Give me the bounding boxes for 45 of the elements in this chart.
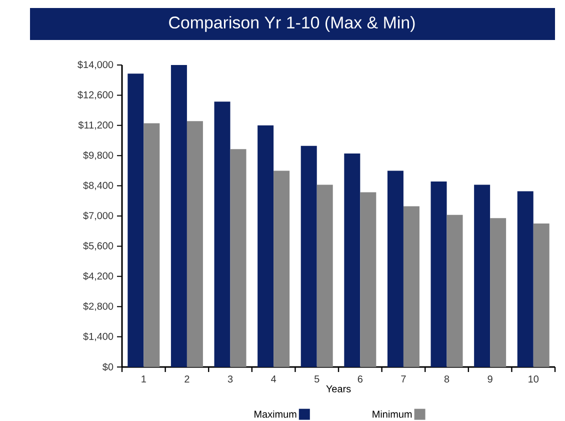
x-axis-title: Years xyxy=(326,385,351,392)
x-tick-label: 8 xyxy=(444,376,450,383)
y-tick-label: $0 xyxy=(102,362,114,372)
bar xyxy=(517,191,534,367)
y-tick-label: $11,200 xyxy=(78,121,114,130)
bar xyxy=(387,170,404,367)
bar xyxy=(128,74,144,367)
y-tick-label: $12,600 xyxy=(78,90,114,100)
x-tick-label: 2 xyxy=(184,376,190,382)
bar xyxy=(430,181,447,367)
bar xyxy=(360,192,376,367)
legend-label: Minimum xyxy=(372,410,412,418)
y-tick-label: $1,400 xyxy=(83,332,114,342)
x-tick-label: 5 xyxy=(314,376,320,382)
bar xyxy=(344,153,360,367)
bar xyxy=(186,121,203,367)
y-tick-label: $5,600 xyxy=(83,242,114,251)
bar xyxy=(474,184,490,367)
bar xyxy=(274,170,290,367)
bar xyxy=(533,224,550,367)
bar xyxy=(258,125,274,367)
x-tick-label: 10 xyxy=(528,376,539,383)
y-tick-label: $14,000 xyxy=(78,60,114,70)
x-tick-label: 3 xyxy=(228,376,233,383)
y-tick-label: $8,400 xyxy=(83,181,114,190)
x-tick-label: 1 xyxy=(142,376,146,382)
bar xyxy=(316,184,333,367)
bar xyxy=(490,218,506,367)
legend-label: Maximum xyxy=(254,410,296,418)
x-tick-label: 7 xyxy=(401,376,406,382)
x-tick-label: 6 xyxy=(358,376,362,383)
y-tick-label: $2,800 xyxy=(83,302,114,311)
y-tick-label: $7,000 xyxy=(83,212,114,220)
bar xyxy=(144,123,160,367)
bar xyxy=(170,64,187,367)
y-tick-label: $9,800 xyxy=(83,151,114,160)
y-tick-label: $4,200 xyxy=(83,272,114,281)
bar xyxy=(230,149,246,367)
bar xyxy=(403,206,420,367)
x-tick-label: 9 xyxy=(488,376,492,383)
bar xyxy=(446,214,463,367)
bar xyxy=(214,102,230,367)
chart-title: Comparison Yr 1-10 (Max & Min) xyxy=(169,16,415,32)
bar xyxy=(300,146,317,367)
x-tick-label: 4 xyxy=(271,376,276,382)
